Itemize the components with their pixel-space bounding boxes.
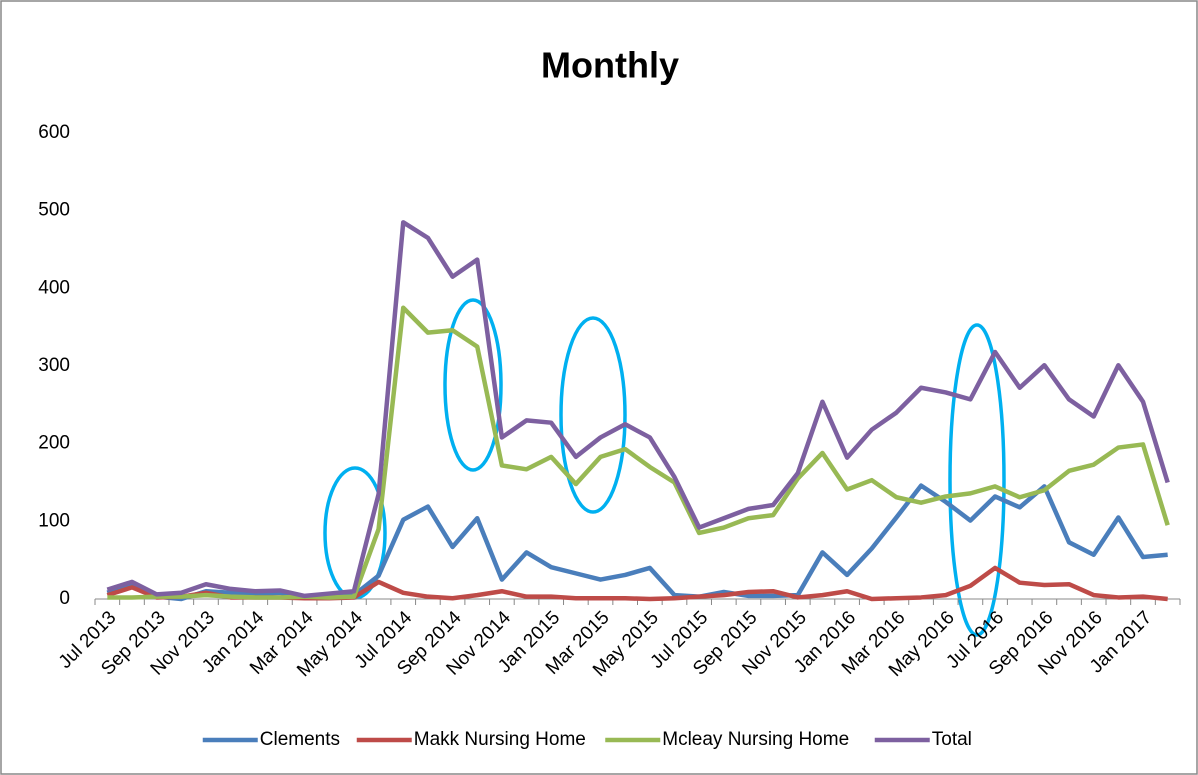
- highlight-ellipse: [559, 316, 627, 514]
- y-tick-label: 200: [38, 433, 70, 454]
- y-tick-label: 300: [38, 355, 70, 376]
- highlight-ellipse: [948, 323, 1006, 637]
- legend-label: Mcleay Nursing Home: [662, 729, 849, 750]
- y-tick-label: 500: [38, 200, 70, 221]
- y-tick-label: 0: [59, 588, 70, 609]
- chart-title: Monthly: [541, 45, 679, 86]
- legend-label: Total: [932, 729, 972, 750]
- y-tick-label: 600: [38, 122, 70, 143]
- highlight-ellipse: [443, 298, 503, 472]
- series-line: [107, 305, 1170, 600]
- y-tick-label: 100: [38, 510, 70, 531]
- legend-label: Makk Nursing Home: [414, 729, 586, 750]
- legend-label: Clements: [260, 729, 340, 750]
- y-tick-label: 400: [38, 277, 70, 298]
- series-line: [106, 220, 1170, 599]
